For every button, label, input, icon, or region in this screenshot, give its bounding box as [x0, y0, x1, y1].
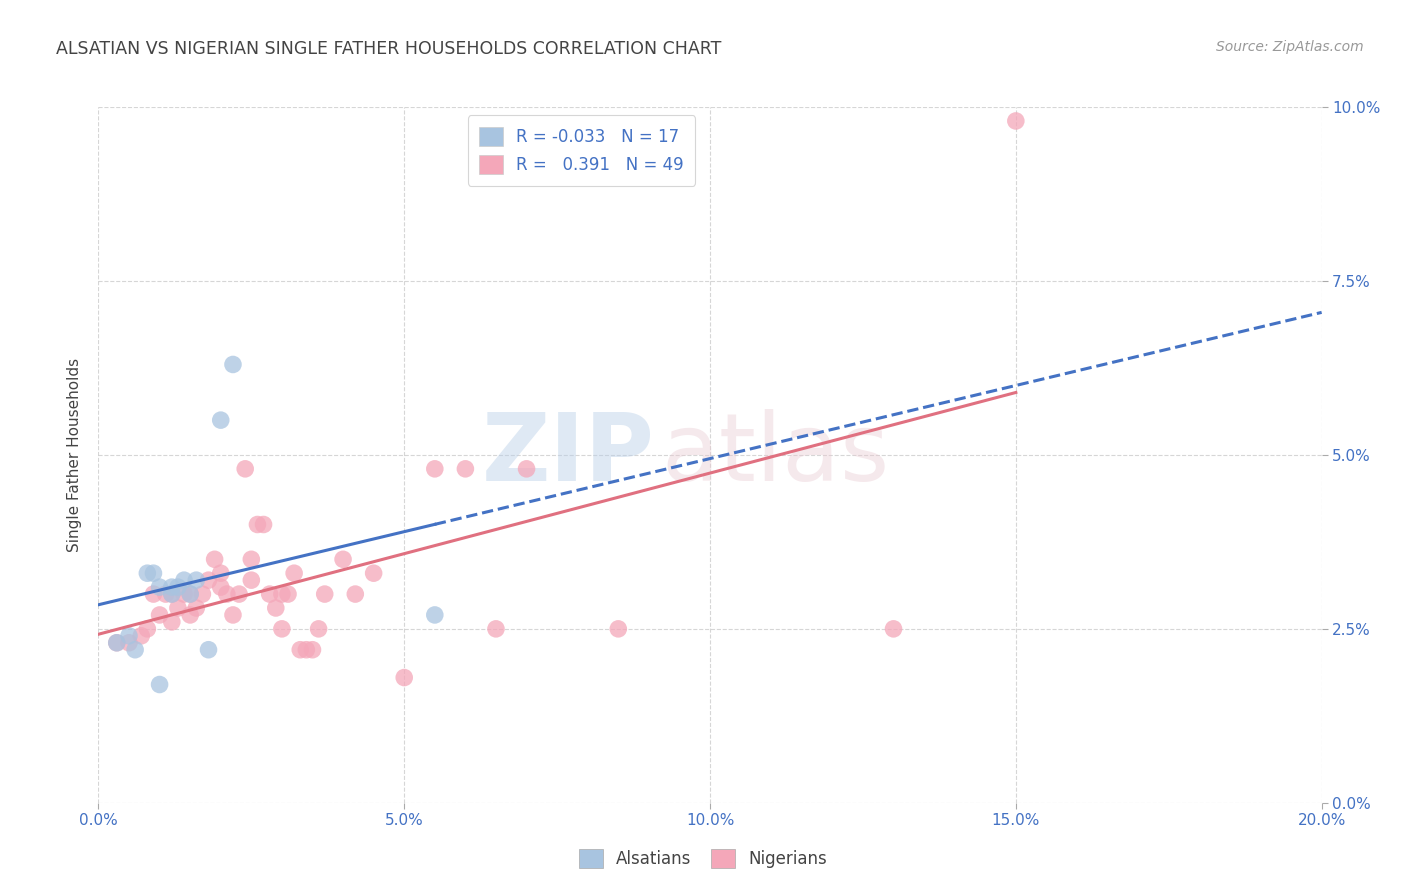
Point — [160, 615, 183, 629]
Point — [197, 642, 219, 657]
Point — [142, 587, 165, 601]
Point — [160, 580, 183, 594]
Point — [290, 642, 312, 657]
Point — [1004, 114, 1026, 128]
Point — [204, 552, 226, 566]
Point — [167, 601, 190, 615]
Text: Source: ZipAtlas.com: Source: ZipAtlas.com — [1216, 40, 1364, 54]
Point — [179, 587, 201, 601]
Point — [179, 607, 201, 622]
Point — [301, 642, 323, 657]
Point — [363, 566, 385, 581]
Text: atlas: atlas — [661, 409, 890, 501]
Point — [516, 462, 538, 476]
Point — [344, 587, 367, 601]
Point — [485, 622, 508, 636]
Point — [142, 566, 165, 581]
Point — [252, 517, 274, 532]
Point — [392, 671, 416, 685]
Point — [295, 642, 318, 657]
Point — [332, 552, 354, 566]
Point — [173, 587, 195, 601]
Point — [228, 587, 250, 601]
Point — [277, 587, 299, 601]
Point — [186, 601, 208, 615]
Point — [423, 462, 446, 476]
Point — [118, 636, 141, 650]
Point — [240, 573, 263, 587]
Point — [197, 573, 219, 587]
Point — [149, 580, 172, 594]
Point — [209, 566, 232, 581]
Point — [883, 622, 905, 636]
Point — [454, 462, 477, 476]
Point — [283, 566, 305, 581]
Text: ALSATIAN VS NIGERIAN SINGLE FATHER HOUSEHOLDS CORRELATION CHART: ALSATIAN VS NIGERIAN SINGLE FATHER HOUSE… — [56, 40, 721, 58]
Point — [105, 636, 128, 650]
Point — [259, 587, 281, 601]
Point — [118, 629, 141, 643]
Point — [186, 573, 208, 587]
Point — [179, 587, 201, 601]
Point — [105, 636, 128, 650]
Legend: Alsatians, Nigerians: Alsatians, Nigerians — [572, 842, 834, 875]
Point — [167, 580, 190, 594]
Point — [136, 566, 159, 581]
Legend: R = -0.033   N = 17, R =   0.391   N = 49: R = -0.033 N = 17, R = 0.391 N = 49 — [468, 115, 695, 186]
Point — [314, 587, 336, 601]
Point — [264, 601, 287, 615]
Point — [160, 587, 183, 601]
Point — [160, 587, 183, 601]
Y-axis label: Single Father Households: Single Father Households — [67, 358, 83, 552]
Point — [155, 587, 177, 601]
Point — [222, 607, 245, 622]
Point — [173, 573, 195, 587]
Point — [149, 607, 172, 622]
Point — [270, 622, 292, 636]
Point — [129, 629, 152, 643]
Point — [270, 587, 292, 601]
Point — [209, 413, 232, 427]
Point — [191, 587, 214, 601]
Point — [233, 462, 256, 476]
Point — [423, 607, 446, 622]
Point — [149, 677, 172, 691]
Point — [240, 552, 263, 566]
Point — [136, 622, 159, 636]
Point — [215, 587, 238, 601]
Text: ZIP: ZIP — [482, 409, 655, 501]
Point — [124, 642, 146, 657]
Point — [308, 622, 330, 636]
Point — [246, 517, 269, 532]
Point — [209, 580, 232, 594]
Point — [222, 358, 245, 372]
Point — [607, 622, 630, 636]
